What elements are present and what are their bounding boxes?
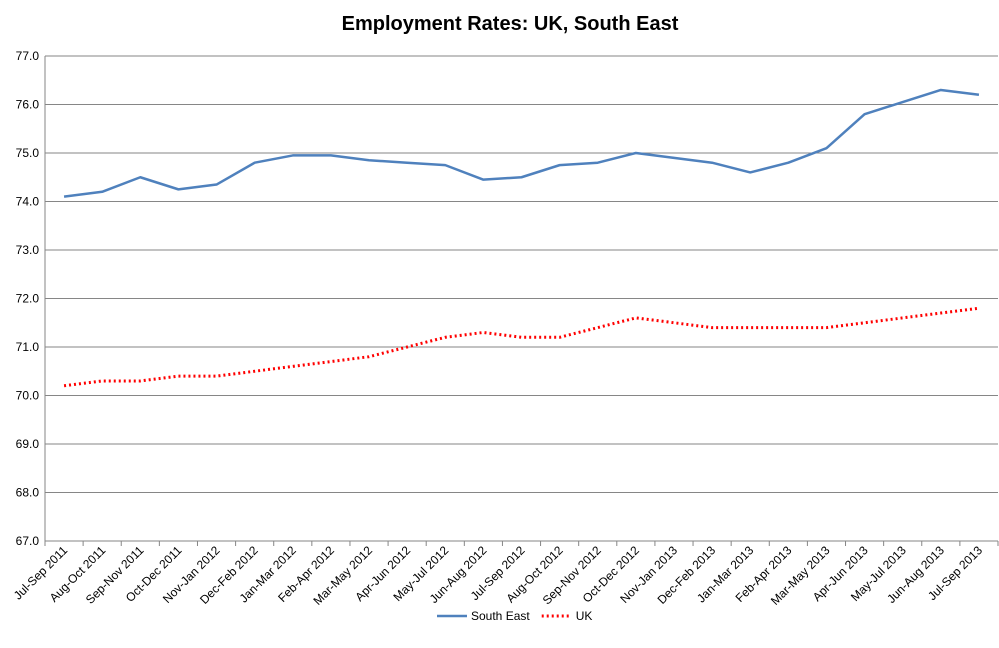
y-tick-label: 74.0 bbox=[16, 195, 40, 209]
y-tick-label: 71.0 bbox=[16, 340, 40, 354]
series-line bbox=[63, 306, 980, 388]
y-tick-label: 67.0 bbox=[16, 534, 40, 548]
y-tick-label: 68.0 bbox=[16, 486, 40, 500]
legend-label: UK bbox=[576, 609, 593, 623]
y-tick-label: 70.0 bbox=[16, 389, 40, 403]
y-tick-label: 76.0 bbox=[16, 98, 40, 112]
chart-title: Employment Rates: UK, South East bbox=[342, 13, 679, 35]
series-line bbox=[63, 88, 980, 198]
y-tick-label: 72.0 bbox=[16, 292, 40, 306]
legend: South East UK bbox=[437, 609, 592, 623]
legend-label: South East bbox=[471, 609, 530, 623]
y-tick-label: 77.0 bbox=[16, 49, 40, 63]
y-tick-label: 75.0 bbox=[16, 146, 40, 160]
y-tick-label: 73.0 bbox=[16, 243, 40, 257]
y-tick-label: 69.0 bbox=[16, 437, 40, 451]
